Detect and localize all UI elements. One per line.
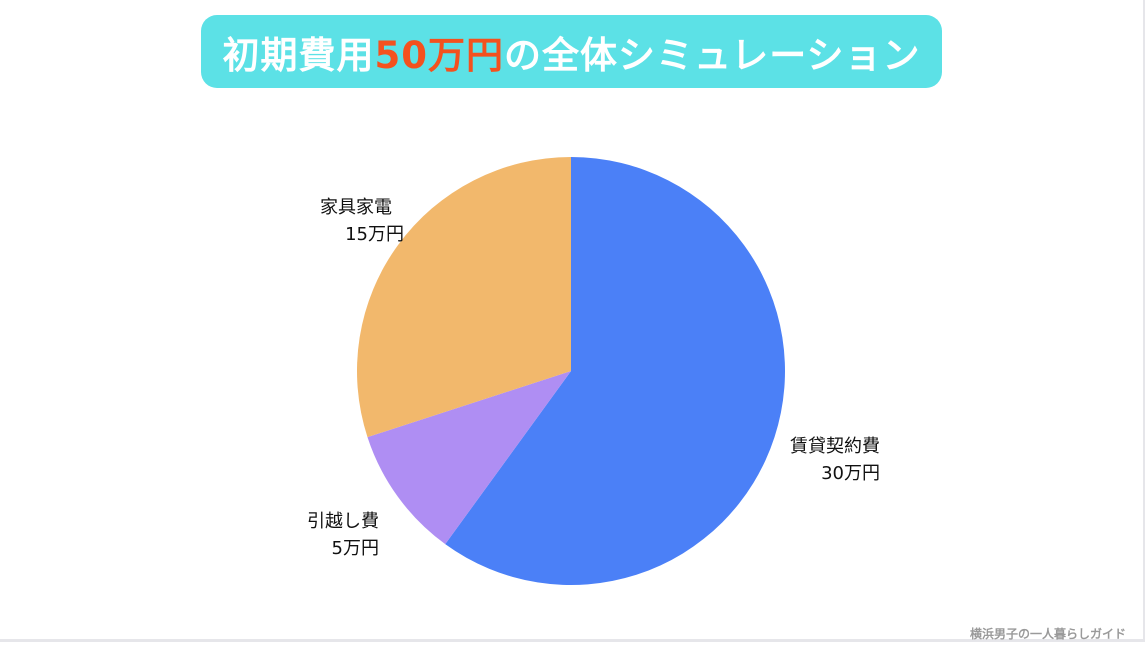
slice-value: 30万円 — [821, 463, 880, 484]
label-slice-2: 家具家電 15万円 — [320, 194, 404, 248]
pie-slice-1 — [367, 371, 571, 545]
label-slice-1: 引越し費 5万円 — [307, 508, 379, 562]
title-highlight: 50万円 — [374, 33, 504, 77]
title-post: の全体シミュレーション — [503, 33, 921, 77]
slice-label: 家具家電 — [320, 197, 392, 218]
pie-slice-2 — [356, 156, 571, 438]
footer-credit: 横浜男子の一人暮らしガイド — [969, 627, 1126, 641]
label-slice-0: 賃貸契約費 30万円 — [790, 433, 880, 487]
chart-title: 初期費用 50万円 の全体シミュレーション — [201, 15, 942, 88]
title-pre: 初期費用 — [222, 33, 375, 77]
pie-slice-0 — [445, 157, 786, 585]
slice-value: 5万円 — [331, 538, 379, 559]
slice-label: 引越し費 — [307, 511, 379, 532]
slice-label: 賃貸契約費 — [790, 436, 880, 457]
slice-value: 15万円 — [345, 224, 404, 245]
